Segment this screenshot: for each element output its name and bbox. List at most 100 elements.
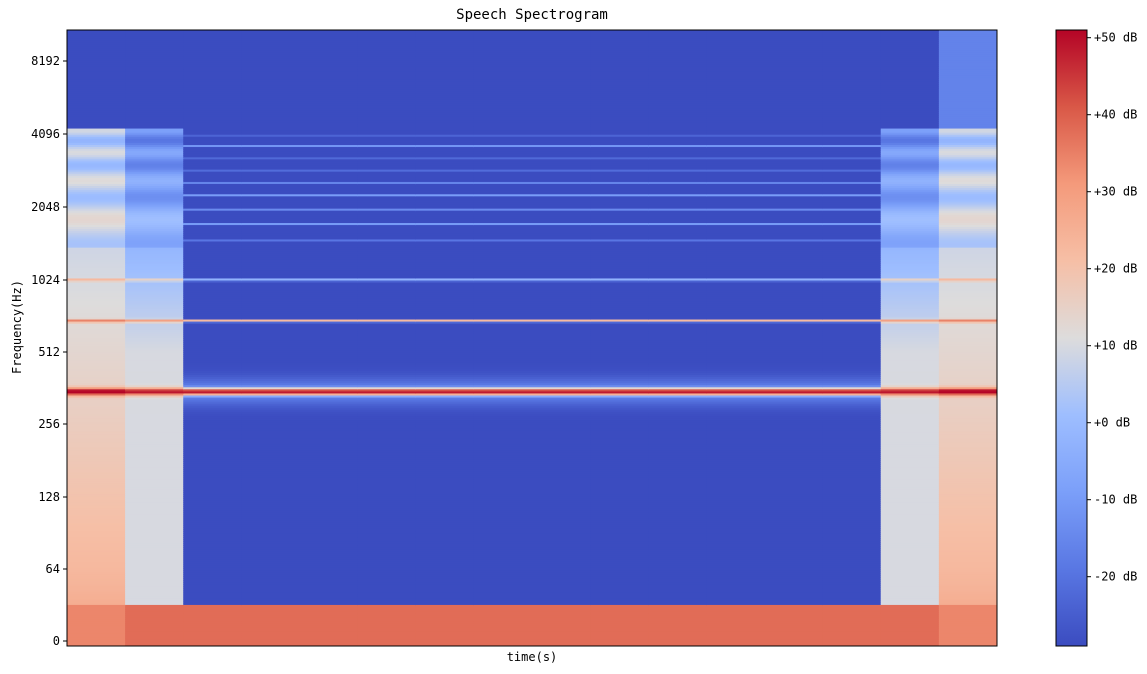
heatmap-cell (764, 165, 824, 169)
heatmap-cell (532, 333, 591, 337)
heatmap-cell (67, 455, 126, 458)
heatmap-cell (648, 391, 707, 395)
heatmap-cell (415, 313, 475, 317)
heatmap-cell (532, 245, 591, 249)
heatmap-cell (590, 374, 649, 378)
heatmap-cell (706, 286, 766, 290)
heatmap-cell (822, 198, 882, 202)
heatmap-cell (764, 214, 824, 218)
heatmap-cell (822, 639, 882, 643)
heatmap-cell (880, 173, 940, 177)
heatmap-cell (67, 489, 126, 493)
heatmap-cell (241, 643, 301, 646)
heatmap-cell (938, 364, 997, 368)
heatmap-cell (880, 69, 940, 72)
heatmap-cell (938, 325, 997, 329)
heatmap-cell (822, 81, 882, 84)
heatmap-cell (706, 629, 766, 633)
heatmap-cell (764, 387, 824, 390)
heatmap-cell (590, 358, 649, 362)
heatmap-cell (822, 637, 882, 641)
heatmap-cell (183, 557, 242, 561)
heatmap-cell (241, 144, 301, 148)
heatmap-cell (183, 457, 242, 460)
heatmap-cell (299, 621, 359, 625)
heatmap-cell (880, 463, 940, 466)
heatmap-cell (415, 292, 475, 296)
heatmap-cell (125, 128, 184, 132)
heatmap-cell (415, 522, 475, 526)
heatmap-cell (648, 635, 707, 639)
heatmap-cell (125, 110, 184, 113)
heatmap-cell (764, 122, 824, 126)
heatmap-cell (183, 50, 242, 54)
heatmap-cell (67, 202, 126, 206)
heatmap-cell (125, 381, 184, 384)
heatmap-cell (590, 545, 649, 549)
heatmap-cell (648, 60, 707, 64)
heatmap-cell (473, 340, 533, 343)
heatmap-cell (125, 418, 184, 421)
heatmap-cell (183, 440, 242, 444)
heatmap-cell (299, 44, 359, 48)
heatmap-cell (938, 543, 997, 546)
heatmap-cell (473, 36, 533, 39)
heatmap-cell (938, 471, 997, 475)
heatmap-cell (241, 407, 301, 411)
heatmap-cell (706, 354, 766, 358)
heatmap-cell (938, 539, 997, 542)
heatmap-cell (241, 138, 301, 142)
heatmap-cell (415, 514, 475, 518)
heatmap-cell (67, 307, 126, 310)
heatmap-cell (357, 309, 417, 312)
heatmap-cell (415, 83, 475, 87)
heatmap-cell (241, 528, 301, 532)
heatmap-cell (357, 483, 417, 487)
heatmap-cell (532, 537, 591, 540)
heatmap-cell (938, 385, 997, 388)
heatmap-cell (299, 350, 359, 353)
heatmap-cell (125, 440, 184, 444)
heatmap-cell (415, 89, 475, 93)
heatmap-cell (706, 97, 766, 101)
heatmap-cell (415, 600, 475, 604)
heatmap-cell (415, 331, 475, 335)
heatmap-cell (706, 475, 766, 479)
heatmap-cell (241, 298, 301, 302)
heatmap-cell (241, 584, 301, 588)
heatmap-cell (241, 274, 301, 277)
heatmap-cell (648, 555, 707, 559)
heatmap-cell (67, 124, 126, 128)
heatmap-cell (764, 48, 824, 52)
heatmap-cell (648, 77, 707, 80)
heatmap-cell (764, 533, 824, 536)
heatmap-cell (590, 262, 649, 265)
heatmap-cell (299, 329, 359, 333)
heatmap-cell (938, 317, 997, 321)
heatmap-cell (880, 537, 940, 540)
heatmap-cell (764, 600, 824, 604)
heatmap-cell (764, 584, 824, 588)
heatmap-cell (532, 346, 591, 349)
heatmap-cell (67, 99, 126, 103)
heatmap-cell (938, 438, 997, 442)
heatmap-cell (880, 399, 940, 403)
heatmap-cell (357, 459, 417, 462)
heatmap-cell (299, 549, 359, 553)
heatmap-cell (473, 317, 533, 321)
heatmap-cell (415, 40, 475, 43)
heatmap-cell (183, 576, 242, 579)
heatmap-cell (706, 278, 766, 282)
heatmap-cell (473, 298, 533, 302)
heatmap-cell (473, 216, 533, 220)
heatmap-cell (822, 71, 882, 74)
heatmap-cell (880, 637, 940, 641)
heatmap-cell (706, 596, 766, 600)
heatmap-cell (241, 179, 301, 183)
heatmap-cell (648, 565, 707, 569)
heatmap-cell (648, 563, 707, 567)
heatmap-cell (183, 325, 242, 329)
heatmap-cell (67, 196, 126, 199)
heatmap-cell (880, 455, 940, 458)
heatmap-cell (67, 272, 126, 275)
